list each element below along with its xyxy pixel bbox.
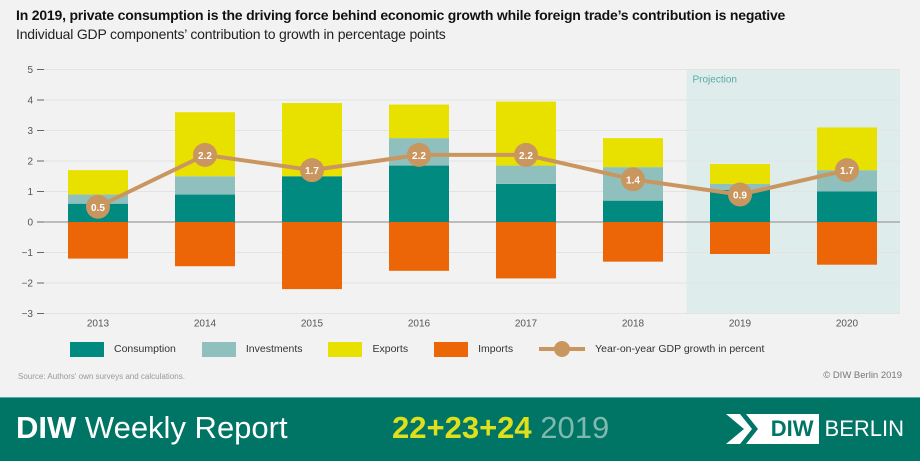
gdp-growth-label: 1.7 [840,166,854,177]
gdp-growth-point [835,158,859,183]
gdp-growth-line [97,152,848,209]
gdp-growth-label: 2.2 [412,151,426,162]
gdp-growth-point [86,194,110,219]
projection-label: Projection [693,75,737,86]
gdp-growth-point [193,142,217,167]
y-tick-label: 4 [27,96,33,107]
bar-imports-2013 [68,222,128,259]
y-tick-label: −1 [22,248,34,259]
chart-header: In 2019, private consumption is the driv… [16,6,908,44]
y-tick-label: 1 [27,187,33,198]
gdp-growth-point [621,167,645,192]
x-tick-label: 2019 [729,319,752,330]
legend-consumption: Consumption [70,341,176,357]
bar-consumption-2020 [817,191,877,222]
bar-imports-2014 [175,222,235,267]
legend-gdp-growth: Year-on-year GDP growth in percent [539,340,764,358]
x-tick-label: 2020 [836,319,859,330]
x-tick-label: 2014 [194,319,217,330]
bar-exports-2016 [389,104,449,139]
x-tick-label: 2016 [408,319,431,330]
copyright: © DIW Berlin 2019 [823,370,902,381]
gdp-growth-label: 2.2 [198,151,212,162]
y-tick-label: 2 [27,157,33,168]
legend-exports: Exports [328,341,408,357]
chart-title: In 2019, private consumption is the driv… [16,7,786,23]
x-tick-label: 2018 [622,319,645,330]
bar-imports-2015 [282,222,342,290]
diw-logo: DIW BERLIN [725,414,904,444]
gdp-growth-point [300,158,324,183]
gdp-growth-label: 0.5 [91,203,105,214]
bar-exports-2019 [710,164,770,184]
y-tick-label: 0 [27,218,33,229]
bar-imports-2017 [496,222,556,279]
bar-imports-2020 [817,222,877,265]
y-tick-label: 5 [27,65,33,76]
bar-consumption-2017 [496,183,556,222]
legend-investments: Investments [201,341,302,357]
legend: Consumption Investments Exports Imports … [70,340,900,358]
legend-imports: Imports [434,341,513,357]
bar-imports-2019 [710,222,770,255]
bar-investments-2017 [496,165,556,184]
chart: Projection 5 4 3 2 1 0 −1 −2 −3 2013 2014 2015 2016 20… [22,65,900,330]
bar-consumption-2014 [175,194,235,222]
gdp-growth-label: 1.4 [626,175,640,186]
y-tick-label: −2 [22,279,34,290]
y-tick-label: 3 [27,126,33,137]
gdp-growth-label: 2.2 [519,151,533,162]
gdp-growth-point [514,142,538,167]
bar-consumption-2018 [603,200,663,222]
bar-consumption-2016 [389,165,449,222]
x-tick-label: 2013 [87,319,110,330]
issue-number: 22+23+24 2019 [392,410,610,445]
source-note: Source: Authors' own surveys and calcula… [18,372,185,381]
chart-subtitle: Individual GDP components’ contribution … [16,26,446,42]
footer-banner: DIW Weekly Report 22+23+24 2019 DIW BERLI… [0,397,920,461]
bar-exports-2018 [603,138,663,168]
gdp-growth-label: 0.9 [733,191,747,202]
gdp-growth-point [728,182,752,207]
bar-imports-2016 [389,222,449,271]
brand-name: DIW Weekly Report [16,410,288,445]
x-tick-label: 2015 [301,319,324,330]
bar-investments-2014 [175,176,235,195]
y-tick-label: −3 [22,309,34,320]
x-tick-label: 2017 [515,319,538,330]
bar-exports-2013 [68,170,128,195]
bar-imports-2018 [603,222,663,262]
bar-consumption-2015 [282,176,342,222]
gdp-growth-point [407,142,431,167]
gdp-growth-label: 1.7 [305,166,319,177]
